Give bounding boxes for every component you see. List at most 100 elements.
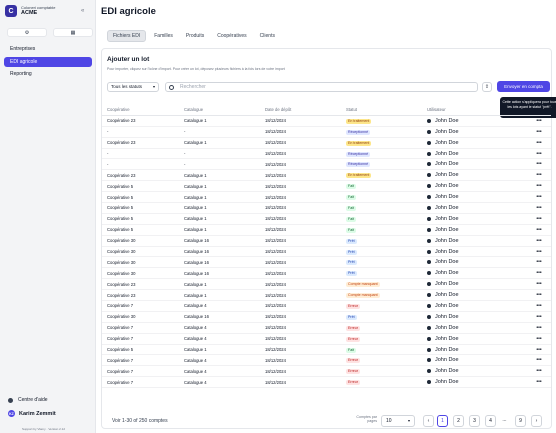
prev-page-button[interactable]: ‹ [423, 415, 434, 427]
table-row[interactable]: Coopérative 7 Catalogue 4 18/12/2024 Erreur… [102, 355, 551, 367]
cell-catalogue: Catalogue 4 [184, 379, 207, 385]
user-menu[interactable]: KZ Karim Zemmit [8, 410, 56, 417]
row-actions-icon[interactable]: ••• [536, 324, 542, 331]
row-actions-icon[interactable]: ••• [536, 117, 542, 124]
table-row[interactable]: - - 18/12/2024 Réceptionné John Doe ••• [102, 149, 551, 160]
import-button[interactable]: ⇪ [482, 82, 492, 92]
table-row[interactable]: Coopérative 23 Catalogue 1 18/12/2024 Compt… [102, 290, 551, 302]
search-input[interactable]: Rechercher [165, 82, 478, 92]
cell-cooperative: Coopérative 30 [107, 270, 136, 276]
table-row[interactable]: Coopérative 5 Catalogue 1 18/12/2024 Fait Jo… [102, 225, 551, 236]
row-actions-icon[interactable]: ••• [536, 172, 542, 179]
table-row[interactable]: Coopérative 23 Catalogue 1 18/12/2024 En tr… [102, 116, 551, 127]
sidebar-item-edi-agricole[interactable]: EDI agricole [4, 56, 92, 67]
header-date[interactable]: Date de dépôt [265, 107, 292, 113]
row-actions-icon[interactable]: ••• [536, 183, 542, 190]
cell-status: Prêt [346, 238, 427, 244]
cell-user: John Doe [427, 270, 532, 276]
row-actions-icon[interactable]: ••• [536, 379, 542, 386]
table-row[interactable]: Coopérative 5 Catalogue 1 18/12/2024 Fait Jo… [102, 345, 551, 356]
table-row[interactable]: Coopérative 7 Catalogue 4 18/12/2024 Erreur… [102, 366, 551, 378]
row-actions-icon[interactable]: ••• [536, 346, 542, 353]
tab-cooperatives[interactable]: Coopératives [217, 33, 247, 39]
row-actions-icon[interactable]: ••• [536, 150, 542, 157]
cell-date: 18/12/2024 [265, 227, 286, 233]
row-actions-icon[interactable]: ••• [536, 313, 542, 320]
help-center-link[interactable]: Centre d'aide [8, 397, 48, 403]
cell-cooperative: - [107, 161, 109, 167]
cell-user: John Doe [427, 303, 532, 309]
cell-catalogue: Catalogue 16 [184, 270, 209, 276]
row-actions-icon[interactable]: ••• [536, 128, 542, 135]
row-actions-icon[interactable]: ••• [536, 204, 542, 211]
cell-user: John Doe [427, 368, 532, 374]
calendar-button[interactable]: ▦ [53, 28, 93, 37]
page-button[interactable]: 9 [515, 415, 526, 427]
table-row[interactable]: Coopérative 5 Catalogue 1 18/12/2024 Fait Jo… [102, 214, 551, 225]
cell-user: John Doe [427, 172, 532, 178]
cell-status: Compte manquant [346, 281, 427, 288]
page-button[interactable]: 3 [469, 415, 480, 427]
status-filter-select[interactable]: Tous les statuts ▾ [107, 82, 159, 92]
chevron-left-icon: ‹ [427, 418, 430, 424]
send-to-accounting-button[interactable]: Envoyer en compta [497, 81, 550, 92]
table-row[interactable]: Coopérative 5 Catalogue 1 18/12/2024 Fait Jo… [102, 192, 551, 204]
table-row[interactable]: Coopérative 30 Catalogue 16 18/12/2024 Prêt… [102, 268, 551, 280]
per-page-select[interactable]: 10 ▾ [381, 415, 415, 427]
row-actions-icon[interactable]: ••• [536, 139, 542, 146]
tab-produits[interactable]: Produits [185, 33, 205, 39]
table-row[interactable]: Coopérative 23 Catalogue 1 18/12/2024 En tr… [102, 138, 551, 149]
table-row[interactable]: Coopérative 7 Catalogue 4 18/12/2024 Erreur… [102, 377, 551, 389]
page-button[interactable]: 4 [485, 415, 496, 427]
tab-clients[interactable]: Clients [259, 33, 275, 39]
status-badge: Prêt [346, 271, 357, 277]
table-row[interactable]: Coopérative 7 Catalogue 4 18/12/2024 Erreur… [102, 334, 551, 345]
row-actions-icon[interactable]: ••• [536, 215, 542, 222]
tab-familles[interactable]: Familles [154, 33, 173, 39]
row-actions-icon[interactable]: ••• [536, 335, 542, 342]
cell-date: 18/12/2024 [265, 238, 286, 244]
sidebar-item-reporting[interactable]: Reporting [10, 71, 32, 77]
table-row[interactable]: Coopérative 7 Catalogue 4 18/12/2024 Erreur… [102, 301, 551, 312]
table-row[interactable]: Coopérative 30 Catalogue 16 18/12/2024 Prêt… [102, 312, 551, 323]
cell-user: John Doe [427, 118, 532, 124]
table-row[interactable]: Coopérative 30 Catalogue 16 18/12/2024 Prêt… [102, 257, 551, 269]
cell-catalogue: Catalogue 4 [184, 368, 207, 374]
table-row[interactable]: - - 18/12/2024 Réceptionné John Doe ••• [102, 127, 551, 138]
row-actions-icon[interactable]: ••• [536, 270, 542, 277]
table-row[interactable]: Coopérative 23 Catalogue 1 18/12/2024 Compt… [102, 279, 551, 291]
table-row[interactable]: - - 18/12/2024 Réceptionné John Doe ••• [102, 159, 551, 171]
row-actions-icon[interactable]: ••• [536, 237, 542, 244]
cell-date: 18/12/2024 [265, 161, 286, 167]
table-row[interactable]: Coopérative 5 Catalogue 1 18/12/2024 Fait Jo… [102, 181, 551, 193]
header-cooperative[interactable]: Coopérative [107, 107, 130, 113]
row-actions-icon[interactable]: ••• [536, 357, 542, 364]
row-actions-icon[interactable]: ••• [536, 281, 542, 288]
cell-catalogue: - [184, 129, 186, 135]
table-row[interactable]: Coopérative 23 Catalogue 1 18/12/2024 En tr… [102, 170, 551, 182]
page-button[interactable]: 1 [437, 415, 448, 427]
table-row[interactable]: Coopérative 5 Catalogue 1 18/12/2024 Fait Jo… [102, 203, 551, 214]
header-catalogue[interactable]: Catalogue [184, 107, 204, 113]
table-row[interactable]: Coopérative 30 Catalogue 16 18/12/2024 Prêt… [102, 247, 551, 258]
header-user[interactable]: Utilisateur [427, 107, 446, 113]
next-page-button[interactable]: › [531, 415, 542, 427]
table-row[interactable]: Coopérative 7 Catalogue 4 18/12/2024 Erreur… [102, 323, 551, 334]
settings-button[interactable]: ⚙ [7, 28, 47, 37]
row-actions-icon[interactable]: ••• [536, 302, 542, 309]
row-actions-icon[interactable]: ••• [536, 248, 542, 255]
collapse-sidebar-icon[interactable]: « [81, 8, 85, 14]
row-actions-icon[interactable]: ••• [536, 161, 542, 168]
row-actions-icon[interactable]: ••• [536, 226, 542, 233]
header-status[interactable]: Statut [346, 107, 357, 113]
cell-date: 18/12/2024 [265, 303, 286, 309]
brand[interactable]: C Coloneri comptable ACME [5, 5, 55, 17]
row-actions-icon[interactable]: ••• [536, 368, 542, 375]
sidebar-item-entreprises[interactable]: Entreprises [10, 46, 36, 52]
row-actions-icon[interactable]: ••• [536, 292, 542, 299]
table-row[interactable]: Coopérative 30 Catalogue 16 18/12/2024 Prêt… [102, 236, 551, 247]
row-actions-icon[interactable]: ••• [536, 194, 542, 201]
page-button[interactable]: 2 [453, 415, 464, 427]
tab-fichiers-edi[interactable]: Fichiers EDI [107, 30, 147, 42]
row-actions-icon[interactable]: ••• [536, 259, 542, 266]
